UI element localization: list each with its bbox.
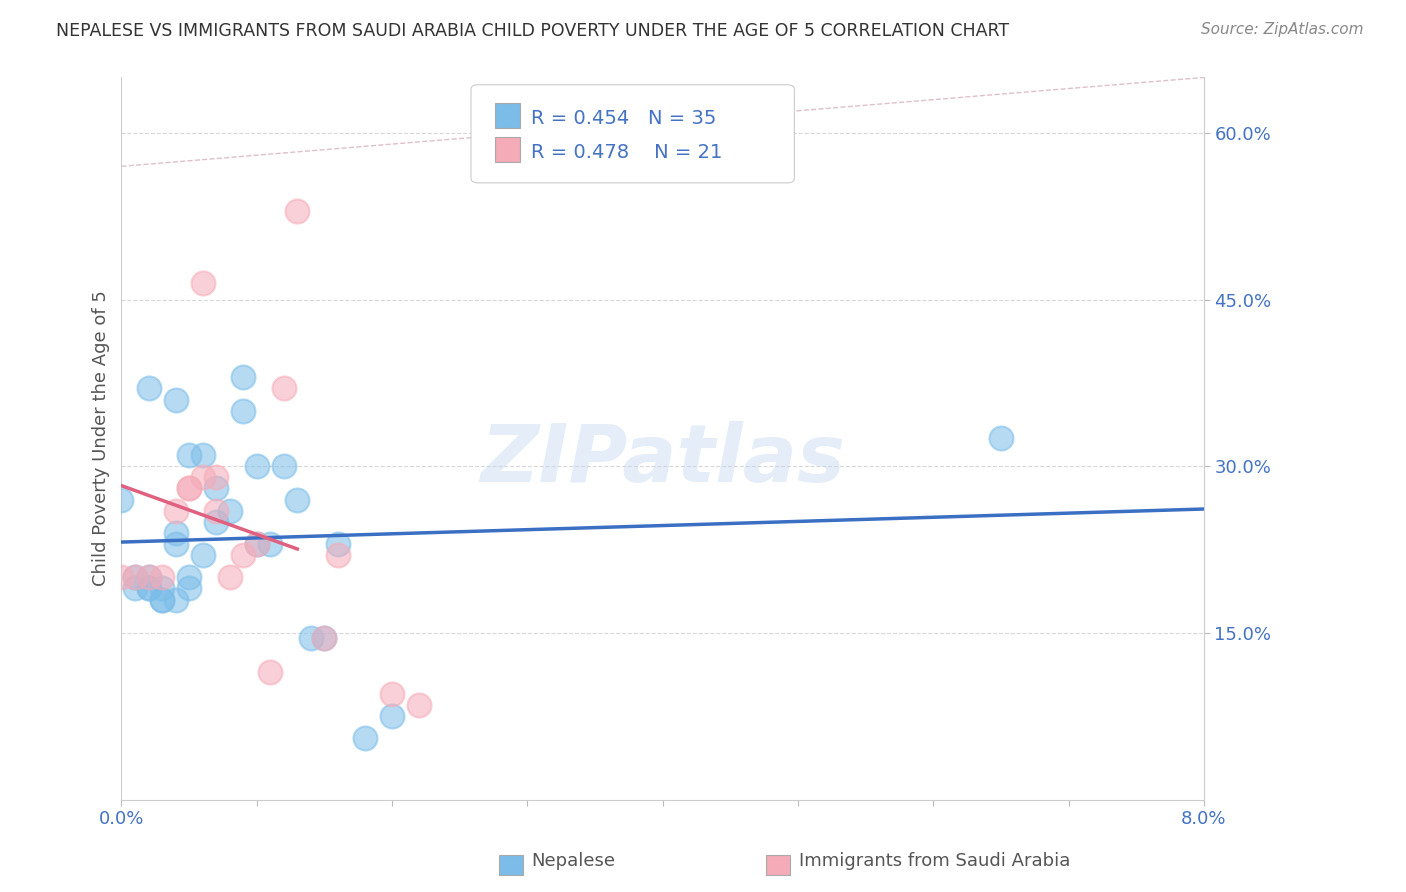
Text: Nepalese: Nepalese [531,852,616,870]
Point [177,482,200,496]
Point [165,592,187,607]
Point [205,515,228,529]
Point [110,492,132,507]
Point [218,504,240,518]
Point [408,698,430,712]
Point [205,504,228,518]
Point [124,570,146,584]
Y-axis label: Child Poverty Under the Age of 5: Child Poverty Under the Age of 5 [93,291,110,586]
Point [218,570,240,584]
Point [110,570,132,584]
Point [205,470,228,484]
Point [165,504,187,518]
Point [150,570,173,584]
Point [232,403,254,417]
Point [177,582,200,596]
Point [138,570,160,584]
Point [191,470,214,484]
Point [177,482,200,496]
Point [165,392,187,407]
Point [138,382,160,396]
Point [191,276,214,290]
Point [150,592,173,607]
Point [314,632,336,646]
Point [165,537,187,551]
Text: ZIPatlas: ZIPatlas [481,421,845,500]
Point [177,570,200,584]
Point [124,582,146,596]
Point [381,687,404,701]
Point [150,582,173,596]
Point [191,448,214,462]
Text: NEPALESE VS IMMIGRANTS FROM SAUDI ARABIA CHILD POVERTY UNDER THE AGE OF 5 CORREL: NEPALESE VS IMMIGRANTS FROM SAUDI ARABIA… [56,22,1010,40]
Text: R = 0.478    N = 21: R = 0.478 N = 21 [531,143,723,161]
Point [326,537,349,551]
Point [165,525,187,540]
Text: Immigrants from Saudi Arabia: Immigrants from Saudi Arabia [799,852,1070,870]
Point [246,459,269,474]
Point [273,459,295,474]
Point [138,570,160,584]
Point [150,592,173,607]
Point [285,203,308,218]
Point [246,537,269,551]
Point [138,582,160,596]
Point [232,548,254,562]
Point [381,709,404,723]
Point [232,370,254,384]
Point [314,632,336,646]
Point [990,432,1012,446]
Point [124,570,146,584]
Point [246,537,269,551]
Point [354,731,377,746]
Point [205,482,228,496]
Point [273,382,295,396]
Point [299,632,322,646]
Point [177,448,200,462]
Text: R = 0.454   N = 35: R = 0.454 N = 35 [531,109,717,128]
Point [138,582,160,596]
Point [191,548,214,562]
Point [326,548,349,562]
Text: Source: ZipAtlas.com: Source: ZipAtlas.com [1201,22,1364,37]
Point [285,492,308,507]
Point [259,665,281,679]
Point [259,537,281,551]
